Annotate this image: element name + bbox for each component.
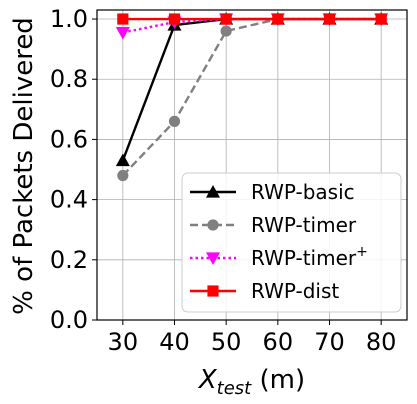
data-point-rwp-timer — [220, 25, 232, 37]
x-tick-label: 60 — [263, 328, 294, 356]
series-rwp-basic — [115, 12, 389, 167]
series-rwp-dist — [117, 13, 387, 25]
x-axis-ticks: 30 40 50 60 70 80 — [108, 320, 397, 356]
data-point-rwp-dist — [220, 13, 232, 25]
y-tick-label: 0.2 — [50, 246, 88, 274]
legend-label: RWP-timer+ — [251, 244, 368, 270]
data-point-rwp-basic — [115, 153, 130, 167]
x-axis-label-unit: (m) — [251, 365, 305, 395]
x-tick-label: 40 — [159, 328, 190, 356]
data-point-rwp-timer — [168, 115, 181, 127]
series-rwp-timer — [117, 13, 387, 182]
x-tick-label: 80 — [366, 328, 397, 356]
x-axis-label-subscript: test — [217, 378, 253, 399]
data-point-rwp-dist — [117, 13, 129, 25]
legend-entry-rwp-basic: RWP-basic — [190, 180, 355, 204]
y-tick-label: 0.8 — [50, 65, 88, 93]
data-point-rwp-dist — [323, 13, 336, 25]
plot-frame — [96, 9, 408, 321]
x-tick-label: 50 — [211, 328, 242, 356]
legend-entry-rwp-dist: RWP-dist — [190, 279, 339, 303]
series-line-rwp-timer — [121, 17, 382, 177]
y-tick-label: 0.0 — [50, 306, 88, 334]
x-axis-label-main: X — [197, 365, 218, 395]
series-rwp-timer-plus — [115, 13, 389, 40]
x-axis-label: Xtest (m) — [197, 365, 305, 399]
legend-box — [181, 172, 402, 313]
legend: RWP-basic RWP-timer RWP-timer+ RWP-dist — [181, 172, 402, 313]
legend-marker — [206, 252, 220, 265]
legend-marker — [207, 219, 219, 231]
legend-marker — [206, 185, 220, 198]
legend-marker — [207, 285, 219, 297]
data-point-rwp-dist — [375, 13, 387, 25]
series-layer — [115, 12, 389, 182]
legend-label: RWP-basic — [251, 180, 355, 204]
legend-entries: RWP-basic RWP-timer RWP-timer+ RWP-dist — [190, 180, 368, 303]
x-tick-label: 30 — [108, 328, 139, 356]
data-point-rwp-timer — [117, 169, 129, 182]
legend-label: RWP-dist — [251, 279, 339, 303]
legend-entry-rwp-timer-plus: RWP-timer+ — [190, 244, 368, 270]
y-tick-label: 0.4 — [50, 186, 88, 214]
data-point-rwp-timer-plus — [115, 26, 130, 40]
x-tick-label: 70 — [314, 328, 345, 356]
y-axis-label: % of Packets Delivered — [9, 17, 39, 315]
legend-entry-rwp-timer: RWP-timer — [190, 213, 357, 237]
data-point-rwp-dist — [168, 13, 181, 25]
data-point-rwp-dist — [272, 13, 284, 25]
y-tick-label: 1.0 — [50, 5, 88, 33]
y-tick-label: 0.6 — [50, 125, 88, 153]
y-axis-ticks: 0.0 0.2 0.4 0.6 0.8 1.0 — [50, 5, 97, 334]
legend-label: RWP-timer — [251, 213, 357, 237]
